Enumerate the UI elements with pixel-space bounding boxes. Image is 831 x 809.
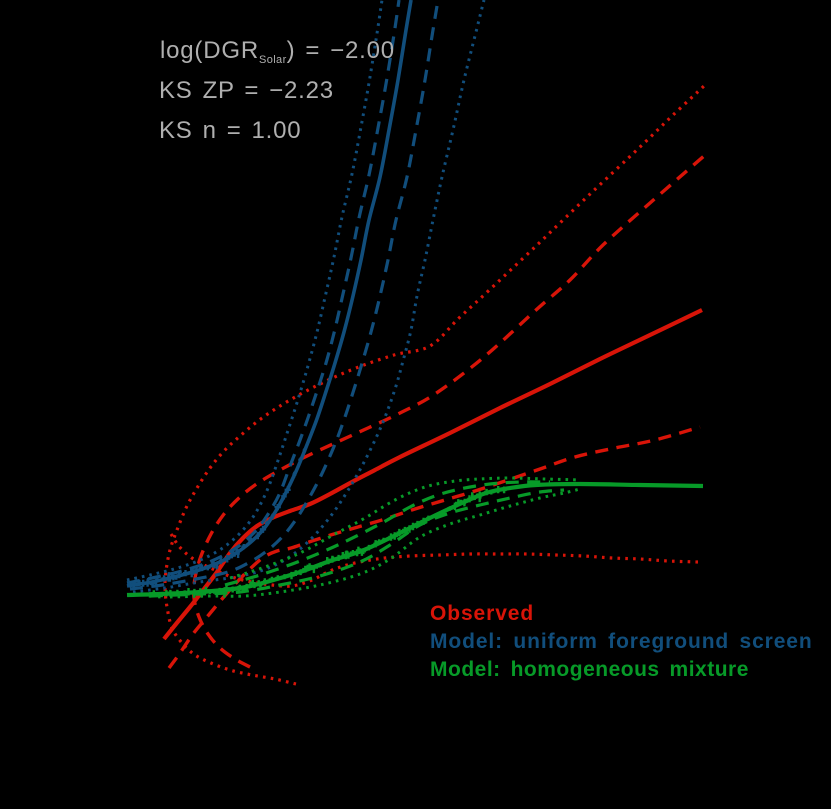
svg-text:KS ZP = −2.23: KS ZP = −2.23 — [159, 77, 334, 104]
svg-text:Model: homogeneous mixture: Model: homogeneous mixture — [430, 658, 749, 681]
svg-text:Model: uniform foreground scre: Model: uniform foreground screen — [430, 630, 813, 653]
svg-text:KS n = 1.00: KS n = 1.00 — [159, 117, 301, 144]
svg-text:Observed: Observed — [430, 602, 534, 625]
